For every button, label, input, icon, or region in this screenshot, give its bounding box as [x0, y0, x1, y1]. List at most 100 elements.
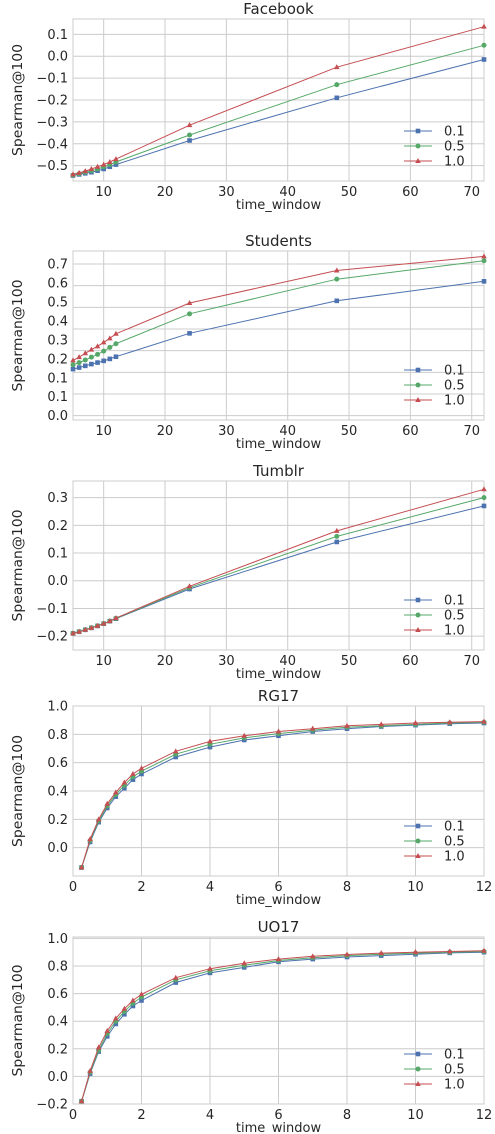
- data-point: [207, 744, 213, 750]
- y-tick-label: 0.2: [47, 519, 68, 534]
- y-tick-label: −0.3: [36, 115, 68, 130]
- data-point: [481, 258, 487, 264]
- data-point: [481, 486, 487, 492]
- data-point: [130, 1003, 136, 1009]
- data-point: [186, 300, 193, 305]
- y-tick-label: 0.6: [47, 987, 68, 1002]
- x-tick-label: 30: [218, 185, 235, 200]
- x-tick-label: 2: [137, 1108, 145, 1123]
- legend-label: 0.5: [444, 1063, 465, 1078]
- x-tick-label: 0: [69, 1108, 77, 1123]
- x-tick-label: 2: [137, 880, 145, 895]
- data-point: [88, 624, 95, 630]
- data-point: [333, 64, 340, 70]
- data-point: [309, 953, 316, 959]
- x-tick-label: 8: [343, 880, 351, 895]
- data-point: [107, 618, 113, 624]
- x-tick-label: 40: [279, 654, 296, 669]
- data-point: [344, 722, 350, 728]
- x-tick-label: 10: [407, 880, 424, 895]
- legend: 0.10.51.0: [404, 820, 465, 865]
- legend-marker: [415, 367, 421, 373]
- data-point: [70, 171, 76, 177]
- legend: 0.10.51.0: [404, 125, 465, 170]
- series-1-0: [70, 486, 487, 636]
- legend-marker: [415, 382, 421, 388]
- data-point: [95, 1044, 102, 1050]
- chart-title: Students: [245, 232, 312, 250]
- series-1-0: [70, 253, 487, 363]
- x-tick-label: 70: [463, 185, 480, 200]
- data-point: [113, 341, 119, 347]
- data-point: [82, 350, 89, 356]
- legend-label: 0.1: [444, 820, 465, 835]
- data-point: [88, 354, 94, 360]
- chart-tumblr: 10 20 30 40 50 60 70 −0.2 −0.1 0.0 0.1 0.2 0.3 Tumblr…: [11, 462, 487, 682]
- chart-rg17: 0 2 4 6 8 10 12 0.0 0.2 0.4 0.6 0.8 1.0 RG17 time_wind…: [11, 687, 492, 908]
- y-axis-label: Spearman@100: [11, 735, 26, 847]
- legend-marker: [415, 1051, 421, 1057]
- series-0-5: [79, 948, 487, 1104]
- data-point: [113, 1021, 119, 1027]
- data-point: [89, 361, 94, 367]
- data-point: [481, 279, 487, 284]
- series-1-0: [78, 718, 487, 870]
- data-point: [481, 718, 487, 724]
- data-point: [76, 628, 82, 634]
- y-tick-label: −0.1: [36, 602, 68, 617]
- legend: 0.10.51.0: [404, 1048, 465, 1093]
- chart-facebook: 10 20 30 40 50 60 70 −0.5 −0.4 −0.3 −0.2 −0.1 0.0 0.1…: [11, 0, 487, 213]
- data-point: [100, 161, 107, 167]
- data-point: [275, 728, 282, 734]
- y-tick-label: 0.2: [47, 1042, 68, 1057]
- legend-label: 0.1: [444, 1048, 465, 1063]
- data-point: [121, 779, 128, 785]
- series-line: [72, 260, 485, 366]
- x-tick-label: 8: [343, 1108, 351, 1123]
- y-tick-label: 0.1: [47, 390, 68, 405]
- y-tick-label: 0.7: [47, 258, 68, 273]
- y-tick-label: −0.2: [36, 1098, 68, 1113]
- data-point: [78, 1098, 85, 1104]
- y-tick-label: 0.4: [47, 1015, 68, 1030]
- data-point: [334, 539, 340, 545]
- data-point: [187, 311, 193, 317]
- plot-frame: [72, 250, 485, 421]
- y-tick-label: 0.1: [47, 371, 68, 386]
- chart-title: Facebook: [243, 0, 314, 18]
- x-tick-label: 40: [279, 185, 296, 200]
- chart-uo17: 0 2 4 6 8 10 12 −0.2 0.0 0.2 0.4 0.6 0.8 1.0 UO17 time_…: [11, 918, 492, 1134]
- legend-marker: [415, 397, 421, 402]
- legend-label: 0.5: [444, 835, 465, 850]
- y-tick-label: 0.8: [47, 959, 68, 974]
- legend-marker: [415, 128, 421, 134]
- data-point: [334, 276, 340, 282]
- x-axis-label: time_window: [236, 667, 322, 682]
- x-tick-label: 40: [279, 424, 296, 439]
- data-point: [334, 95, 340, 101]
- x-tick-label: 0: [69, 880, 77, 895]
- data-point: [130, 777, 136, 782]
- x-tick-label: 20: [157, 185, 174, 200]
- series-1-0: [78, 947, 487, 1104]
- y-tick-label: 0.3: [47, 333, 68, 348]
- y-tick-label: −0.4: [36, 137, 68, 152]
- data-point: [104, 1027, 111, 1033]
- x-tick-label: 4: [206, 880, 214, 895]
- data-point: [186, 583, 193, 589]
- legend-label: 0.1: [444, 594, 465, 609]
- data-point: [88, 346, 95, 352]
- data-point: [187, 132, 193, 138]
- data-point: [207, 738, 213, 744]
- y-tick-label: 0.6: [47, 276, 68, 291]
- series-line: [72, 488, 485, 634]
- data-point: [130, 997, 136, 1003]
- data-point: [70, 366, 76, 372]
- data-point: [82, 626, 89, 632]
- data-point: [88, 165, 95, 171]
- legend: 0.10.51.0: [404, 364, 465, 409]
- y-tick-label: 0.0: [47, 1070, 68, 1085]
- data-point: [481, 57, 487, 62]
- data-point: [76, 360, 82, 366]
